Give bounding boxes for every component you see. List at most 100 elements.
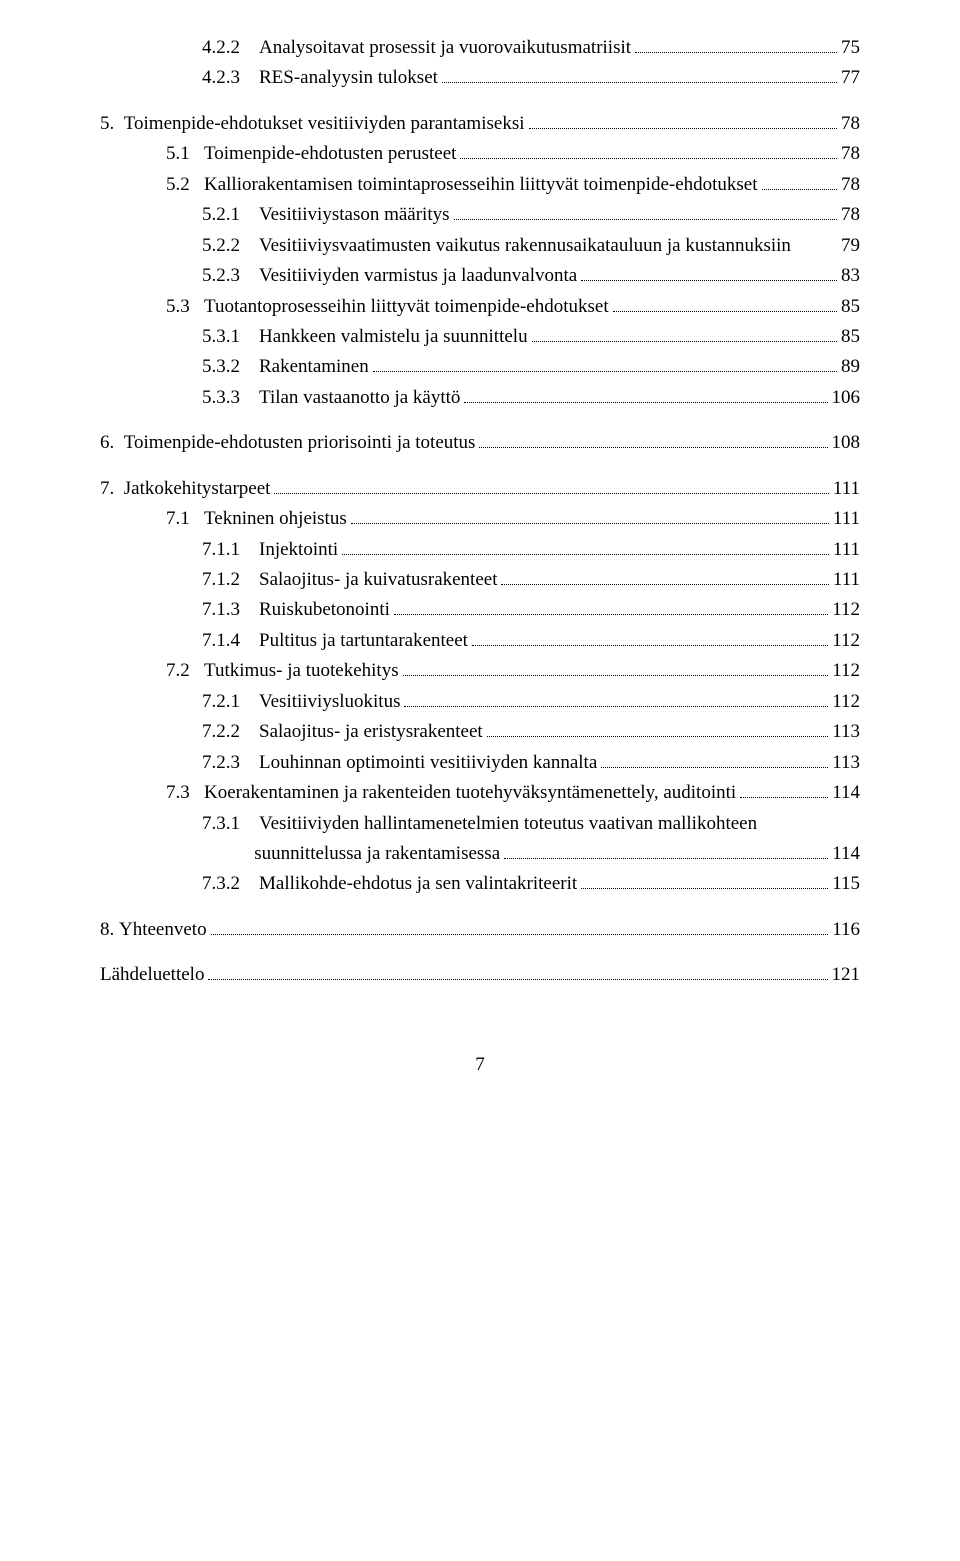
toc-leader-dots: [740, 797, 828, 798]
toc-entry-title: Mallikohde-ehdotus ja sen valintakriteer…: [259, 869, 577, 898]
toc-entry-number: 7.1.4: [202, 626, 259, 655]
toc-entry-page: 111: [833, 535, 860, 564]
toc-leader-dots: [472, 645, 828, 646]
toc-entry-page: 78: [841, 139, 860, 168]
toc-entry-page: 108: [832, 428, 861, 457]
toc-leader-dots: [479, 447, 827, 448]
toc-entry-title: Louhinnan optimointi vesitiiviyden kanna…: [259, 748, 597, 777]
toc-entry: 5.1 Toimenpide-ehdotusten perusteet78: [100, 139, 860, 168]
toc-leader-dots: [404, 706, 828, 707]
toc-entry-title: Rakentaminen: [259, 352, 369, 381]
toc-entry-number: 7.2.1: [202, 687, 259, 716]
toc-entry: 7.2 Tutkimus- ja tuotekehitys112: [100, 656, 860, 685]
toc-entry: 5.3 Tuotantoprosesseihin liittyvät toime…: [100, 292, 860, 321]
toc-entry-title: suunnittelussa ja rakentamisessa: [254, 839, 500, 868]
toc-entry-number: 5.2.1: [202, 200, 259, 229]
toc-leader-dots: [581, 888, 828, 889]
toc-entry-page: 114: [832, 839, 860, 868]
table-of-contents: 4.2.2 Analysoitavat prosessit ja vuorova…: [100, 33, 860, 990]
toc-leader-dots: [487, 736, 828, 737]
toc-entry-number: 7.2.2: [202, 717, 259, 746]
toc-entry: 7.3 Koerakentaminen ja rakenteiden tuote…: [100, 778, 860, 807]
toc-entry: Lähdeluettelo121: [100, 960, 860, 989]
toc-entry-title: Tuotantoprosesseihin liittyvät toimenpid…: [204, 292, 609, 321]
toc-leader-dots: [274, 493, 828, 494]
toc-entry-page: 121: [832, 960, 861, 989]
toc-leader-dots: [373, 371, 837, 372]
toc-entry: 7.1.4 Pultitus ja tartuntarakenteet112: [100, 626, 860, 655]
toc-entry-number: 5.2.3: [202, 261, 259, 290]
toc-entry-page: 111: [833, 504, 860, 533]
toc-entry-number: 5.3.3: [202, 383, 259, 412]
toc-entry-title: Vesitiiviysvaatimusten vaikutus rakennus…: [259, 231, 791, 260]
toc-entry-page: 77: [841, 63, 860, 92]
toc-spacer: [100, 459, 860, 473]
toc-leader-dots: [454, 219, 837, 220]
toc-leader-dots: [601, 767, 828, 768]
toc-entry-page: 79: [841, 231, 860, 260]
toc-entry: 7.2.3 Louhinnan optimointi vesitiiviyden…: [100, 748, 860, 777]
toc-entry-title: Kalliorakentamisen toimintaprosesseihin …: [204, 170, 758, 199]
toc-leader-dots: [211, 934, 829, 935]
toc-entry-number: 5.2: [166, 170, 204, 199]
toc-entry-title: Analysoitavat prosessit ja vuorovaikutus…: [259, 33, 631, 62]
toc-entry-page: 116: [832, 915, 860, 944]
toc-entry: 7.1.1 Injektointi 111: [100, 535, 860, 564]
toc-entry: suunnittelussa ja rakentamisessa 114: [100, 839, 860, 868]
toc-entry-number: 8.: [100, 915, 119, 944]
toc-entry: 5.2.1 Vesitiiviystason määritys78: [100, 200, 860, 229]
toc-entry: 6. Toimenpide-ehdotusten priorisointi ja…: [100, 428, 860, 457]
toc-entry-title: Toimenpide-ehdotusten perusteet: [204, 139, 456, 168]
toc-entry-title: Jatkokehitystarpeet: [124, 474, 271, 503]
toc-leader-dots: [208, 979, 827, 980]
toc-entry: 5.2.3 Vesitiiviyden varmistus ja laadunv…: [100, 261, 860, 290]
toc-entry-title: Tilan vastaanotto ja käyttö: [259, 383, 460, 412]
toc-entry-title: Vesitiiviysluokitus: [259, 687, 400, 716]
toc-entry-number: 7.1.1: [202, 535, 259, 564]
page-number: 7: [100, 1050, 860, 1079]
toc-entry-page: 112: [832, 656, 860, 685]
toc-entry-page: 106: [832, 383, 861, 412]
toc-entry-number: 5.3: [166, 292, 204, 321]
toc-entry-number: 5.2.2: [202, 231, 259, 260]
toc-entry-page: 78: [841, 109, 860, 138]
toc-entry-title: Hankkeen valmistelu ja suunnittelu: [259, 322, 528, 351]
toc-spacer: [100, 413, 860, 427]
toc-entry-page: 113: [832, 748, 860, 777]
toc-entry: 5.3.1 Hankkeen valmistelu ja suunnittelu…: [100, 322, 860, 351]
toc-entry-number: 7.1.2: [202, 565, 259, 594]
toc-leader-dots: [532, 341, 837, 342]
toc-entry-number: 6.: [100, 428, 124, 457]
toc-entry: 5.2.2 Vesitiiviysvaatimusten vaikutus ra…: [100, 231, 860, 260]
toc-spacer: [100, 945, 860, 959]
toc-entry-title: Vesitiiviyden hallintamenetelmien toteut…: [259, 809, 757, 838]
toc-entry-title: Injektointi: [259, 535, 338, 564]
toc-entry-page: 83: [841, 261, 860, 290]
toc-entry-title: Yhteenveto: [119, 915, 207, 944]
toc-entry-title: Koerakentaminen ja rakenteiden tuotehyvä…: [204, 778, 736, 807]
toc-entry: 4.2.3 RES-analyysin tulokset77: [100, 63, 860, 92]
toc-entry: 8. Yhteenveto 116: [100, 915, 860, 944]
toc-leader-dots: [394, 614, 828, 615]
toc-entry-title: Vesitiiviystason määritys: [259, 200, 450, 229]
toc-entry-number: 7.1: [166, 504, 204, 533]
toc-entry-title: Salaojitus- ja kuivatusrakenteet: [259, 565, 497, 594]
toc-entry-page: 112: [832, 595, 860, 624]
toc-entry-number: 7.3.1: [202, 809, 259, 838]
toc-leader-dots: [460, 158, 837, 159]
toc-entry-number: 5.3.1: [202, 322, 259, 351]
toc-entry-number: 7.: [100, 474, 124, 503]
toc-entry-number: 4.2.3: [202, 63, 259, 92]
toc-entry-number: 5.3.2: [202, 352, 259, 381]
toc-entry-page: 115: [832, 869, 860, 898]
toc-entry-number: 7.1.3: [202, 595, 259, 624]
toc-entry: 5. Toimenpide-ehdotukset vesitiiviyden p…: [100, 109, 860, 138]
toc-entry: 7.2.2 Salaojitus- ja eristysrakenteet113: [100, 717, 860, 746]
toc-entry-number: 7.2.3: [202, 748, 259, 777]
toc-entry-number: 7.3.2: [202, 869, 259, 898]
toc-entry-page: 113: [832, 717, 860, 746]
toc-leader-dots: [403, 675, 829, 676]
toc-entry-number: 4.2.2: [202, 33, 259, 62]
toc-entry: 7. Jatkokehitystarpeet111: [100, 474, 860, 503]
toc-leader-dots: [342, 554, 829, 555]
